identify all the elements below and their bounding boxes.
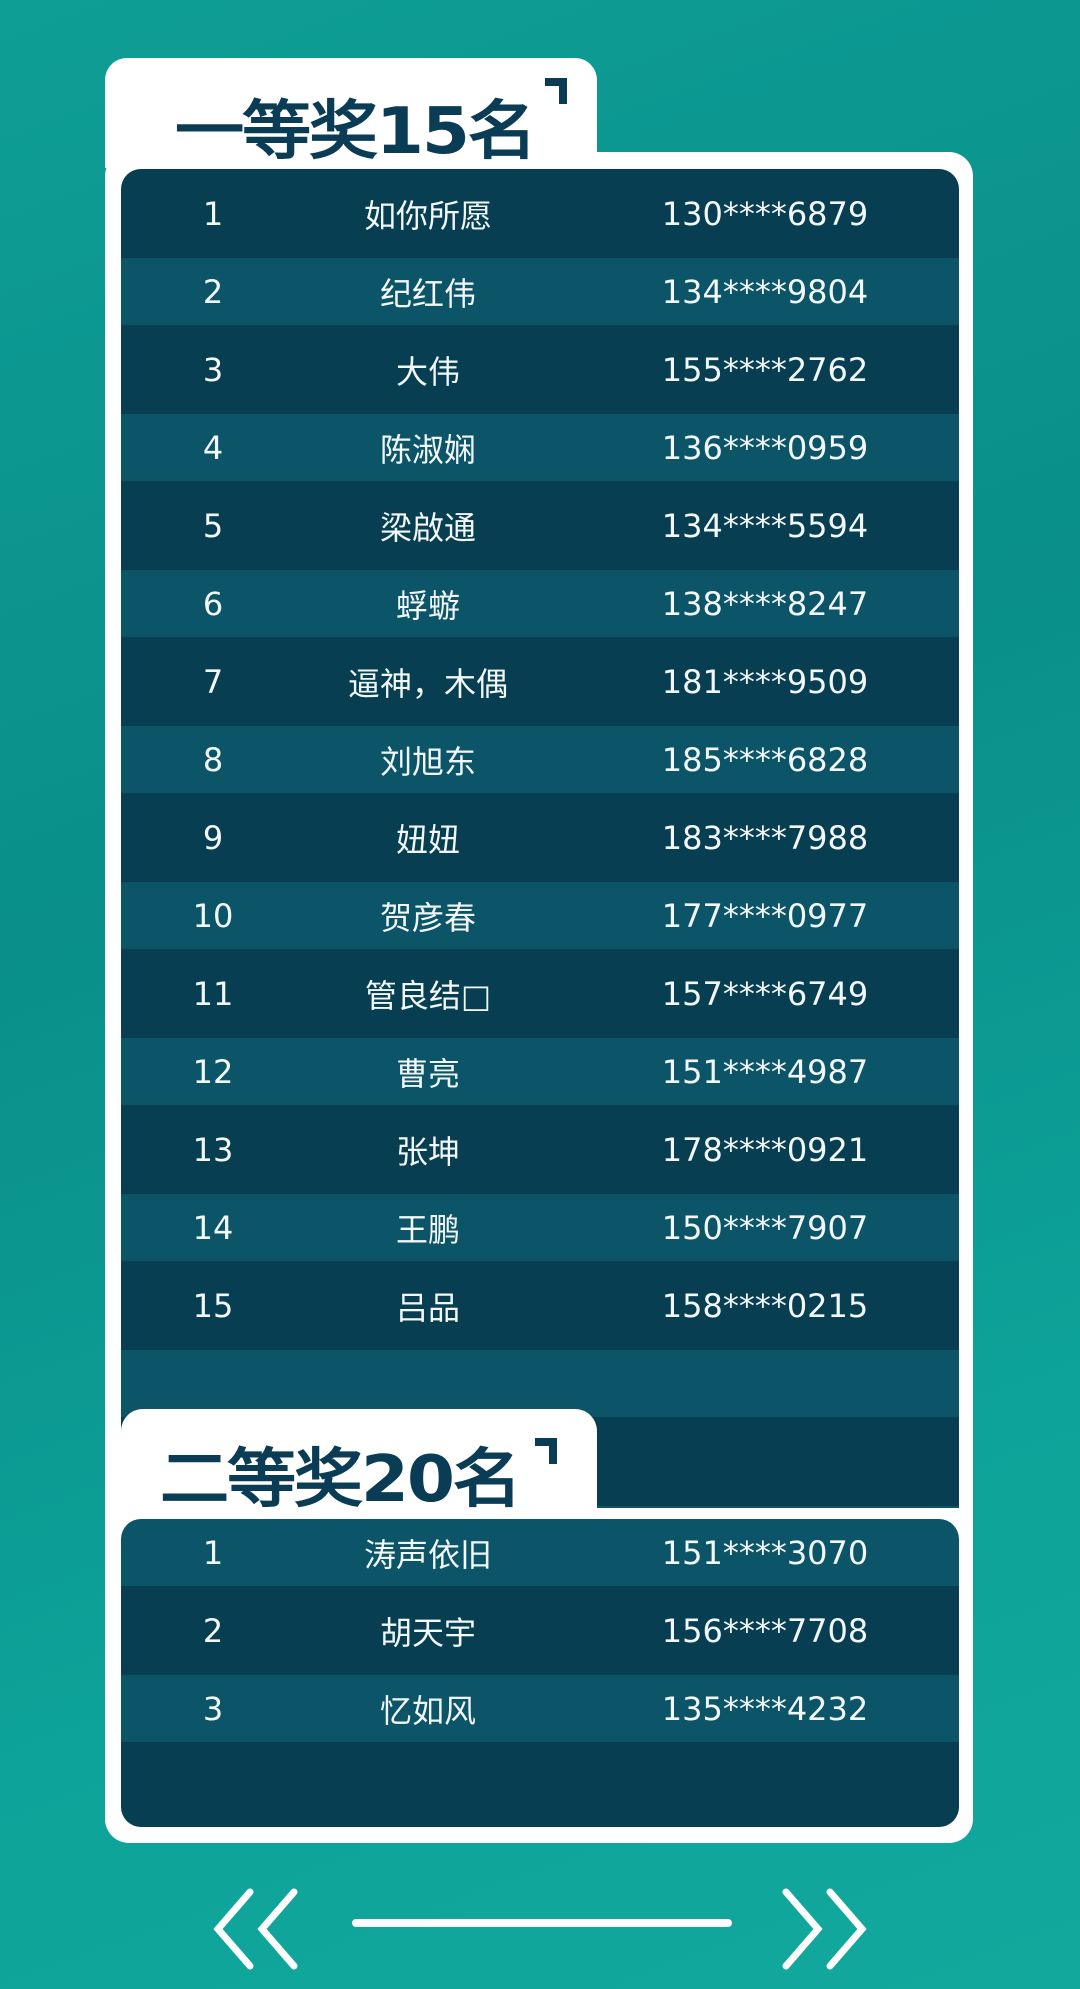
table-row: 2 胡天宇 156****7708 <box>121 1586 959 1675</box>
row-rank: 3 <box>202 1689 224 1728</box>
row-rank: 14 <box>192 1208 234 1247</box>
table-row: 2 纪红伟 134****9804 <box>121 258 959 325</box>
row-phone: 136****0959 <box>661 428 869 467</box>
row-phone: 155****2762 <box>661 350 869 389</box>
row-phone: 135****4232 <box>661 1689 869 1728</box>
row-name: 王鹏 <box>395 1210 461 1249</box>
row-name: 大伟 <box>395 352 461 391</box>
row-phone: 156****7708 <box>661 1611 869 1650</box>
corner-mark-icon <box>535 1438 557 1464</box>
table-row: 8 刘旭东 185****6828 <box>121 726 959 793</box>
row-phone: 178****0921 <box>661 1130 869 1169</box>
table-row: 1 涛声依旧 151****3070 <box>121 1519 959 1586</box>
row-rank: 1 <box>202 194 224 233</box>
double-chevron-left-icon[interactable] <box>210 1888 302 1970</box>
row-name: 如你所愿 <box>363 196 493 235</box>
row-rank: 12 <box>192 1052 234 1091</box>
row-rank: 10 <box>192 896 234 935</box>
table-row: 10 贺彦春 177****0977 <box>121 882 959 949</box>
empty-row <box>121 1350 959 1417</box>
table-row: 14 王鹏 150****7907 <box>121 1194 959 1261</box>
row-rank: 5 <box>202 506 224 545</box>
second-prize-list: 1 涛声依旧 151****3070 2 胡天宇 156****7708 3 忆如风 135**… <box>121 1519 959 1827</box>
table-row: 1 如你所愿 130****6879 <box>121 169 959 258</box>
row-rank: 6 <box>202 584 224 623</box>
row-phone: 177****0977 <box>661 896 869 935</box>
corner-mark-icon <box>545 78 567 104</box>
row-name: 刘旭东 <box>379 742 477 781</box>
table-row: 11 管良结□ 157****6749 <box>121 949 959 1038</box>
row-phone: 185****6828 <box>661 740 869 779</box>
progress-line <box>352 1919 732 1927</box>
row-name: 涛声依旧 <box>363 1535 493 1574</box>
row-name: 忆如风 <box>379 1691 477 1730</box>
row-phone: 151****3070 <box>661 1533 869 1572</box>
empty-row <box>121 1742 959 1827</box>
row-rank: 11 <box>192 974 234 1013</box>
row-phone: 158****0215 <box>661 1286 869 1325</box>
first-prize-title: 一等奖15名 <box>175 95 537 169</box>
row-name: 胡天宇 <box>379 1613 477 1652</box>
row-name: 蜉蝣 <box>395 586 461 625</box>
row-rank: 2 <box>202 1611 224 1650</box>
row-name: 贺彦春 <box>379 898 477 937</box>
row-phone: 151****4987 <box>661 1052 869 1091</box>
divider <box>121 1508 959 1520</box>
row-name: 曹亮 <box>395 1054 461 1093</box>
row-name: 逼神，木偶 <box>347 664 509 703</box>
row-name: 梁啟通 <box>379 508 477 547</box>
row-rank: 1 <box>202 1533 224 1572</box>
row-phone: 134****9804 <box>661 272 869 311</box>
double-chevron-right-icon[interactable] <box>778 1888 870 1970</box>
table-row: 12 曹亮 151****4987 <box>121 1038 959 1105</box>
table-row: 9 妞妞 183****7988 <box>121 793 959 882</box>
row-phone: 138****8247 <box>661 584 869 623</box>
row-phone: 130****6879 <box>661 194 869 233</box>
row-rank: 13 <box>192 1130 234 1169</box>
row-rank: 3 <box>202 350 224 389</box>
first-prize-list: 1 如你所愿 130****6879 2 纪红伟 134****9804 3 大伟 155***… <box>121 169 959 1510</box>
row-name: 妞妞 <box>395 820 461 859</box>
row-rank: 8 <box>202 740 224 779</box>
row-rank: 2 <box>202 272 224 311</box>
table-row: 5 梁啟通 134****5594 <box>121 481 959 570</box>
row-rank: 15 <box>192 1286 234 1325</box>
table-row: 7 逼神，木偶 181****9509 <box>121 637 959 726</box>
row-rank: 9 <box>202 818 224 857</box>
row-name: 纪红伟 <box>379 274 477 313</box>
first-prize-tab <box>105 58 597 168</box>
row-phone: 181****9509 <box>661 662 869 701</box>
row-name: 陈淑娴 <box>379 430 477 469</box>
table-row: 13 张坤 178****0921 <box>121 1105 959 1194</box>
table-row: 3 大伟 155****2762 <box>121 325 959 414</box>
row-rank: 4 <box>202 428 224 467</box>
row-name: 张坤 <box>395 1132 461 1171</box>
row-phone: 150****7907 <box>661 1208 869 1247</box>
table-row: 6 蜉蝣 138****8247 <box>121 570 959 637</box>
row-phone: 157****6749 <box>661 974 869 1013</box>
row-name: 管良结□ <box>364 976 492 1015</box>
table-row: 15 吕品 158****0215 <box>121 1261 959 1350</box>
row-phone: 134****5594 <box>661 506 869 545</box>
row-phone: 183****7988 <box>661 818 869 857</box>
second-prize-title: 二等奖20名 <box>160 1443 522 1517</box>
table-row: 3 忆如风 135****4232 <box>121 1675 959 1742</box>
row-rank: 7 <box>202 662 224 701</box>
row-name: 吕品 <box>395 1288 461 1327</box>
table-row: 4 陈淑娴 136****0959 <box>121 414 959 481</box>
